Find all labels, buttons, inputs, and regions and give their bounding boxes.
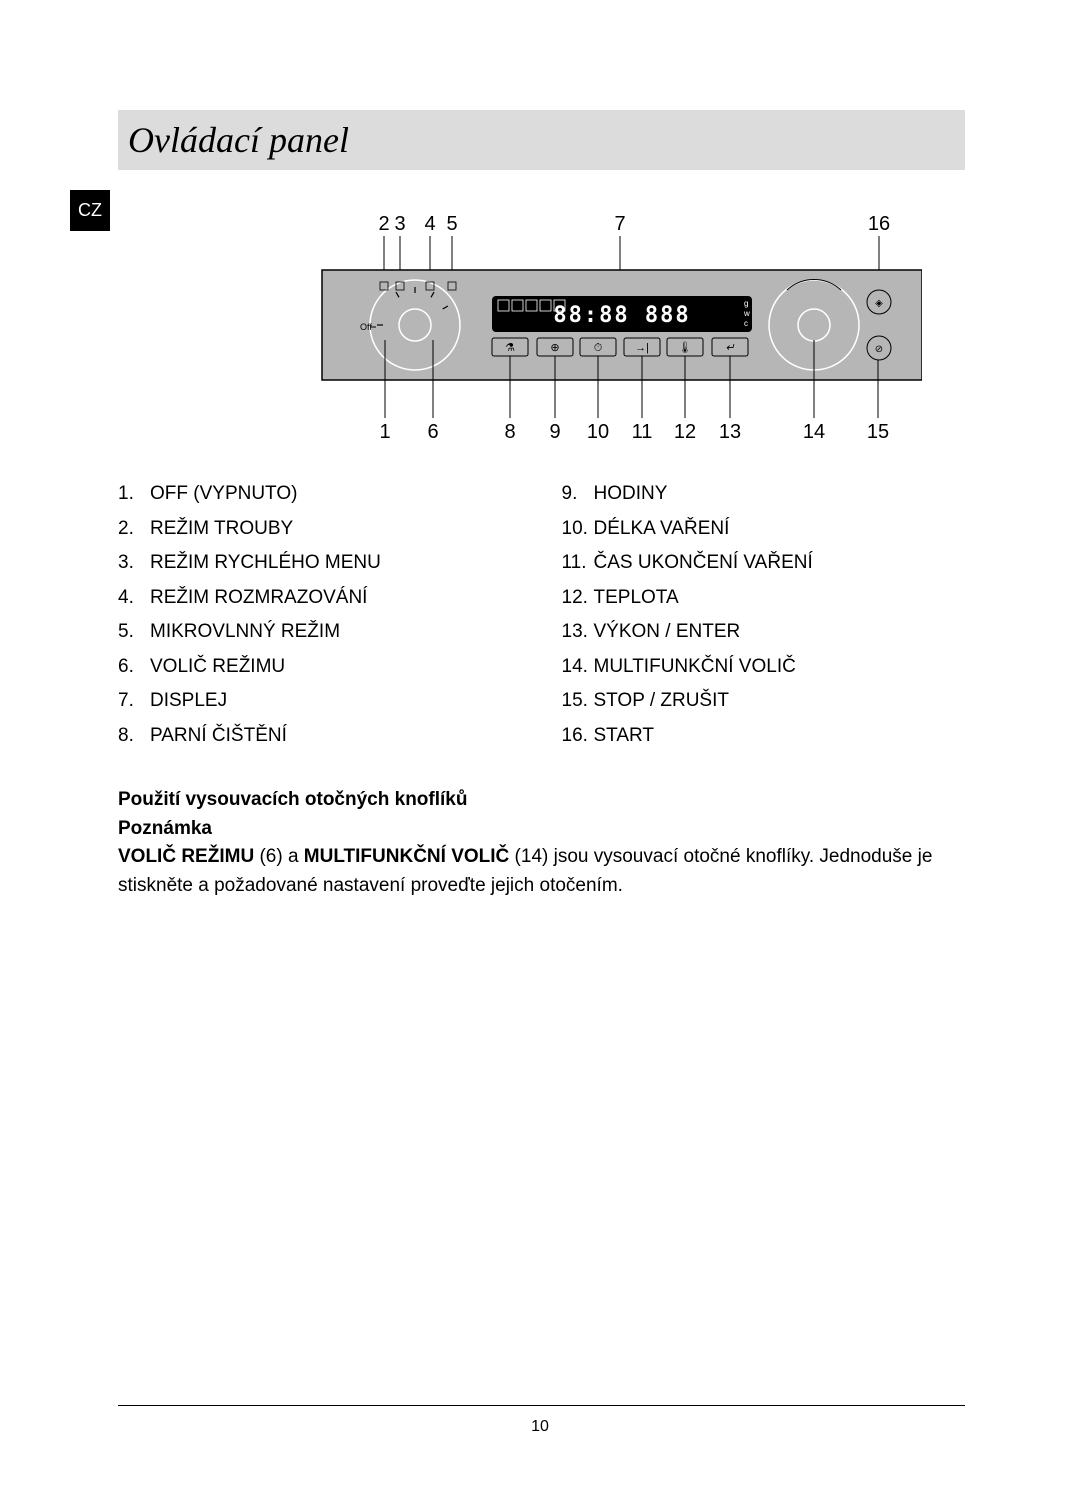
legend-item: 12.TEPLOTA (562, 584, 966, 613)
legend: 1.OFF (VYPNUTO)2.REŽIM TROUBY3.REŽIM RYC… (118, 480, 965, 756)
legend-item: 11.ČAS UKONČENÍ VAŘENÍ (562, 549, 966, 578)
legend-number: 15. (562, 687, 594, 716)
legend-item: 9.HODINY (562, 480, 966, 509)
note-heading-1: Použití vysouvacích otočných knoflíků (118, 786, 965, 815)
page-title: Ovládací panel (128, 119, 349, 161)
svg-text:16: 16 (867, 213, 889, 235)
svg-text:🌡: 🌡 (678, 341, 692, 354)
legend-number: 12. (562, 584, 594, 613)
svg-text:⚗: ⚗ (505, 342, 515, 354)
legend-number: 11. (562, 549, 594, 578)
legend-item: 16.START (562, 722, 966, 751)
legend-number: 10. (562, 515, 594, 544)
footer-rule (118, 1405, 965, 1406)
svg-text:13: 13 (718, 421, 740, 443)
page-number: 10 (0, 1418, 1080, 1436)
svg-text:c: c (744, 319, 748, 328)
legend-number: 8. (118, 722, 150, 751)
svg-text:⏱: ⏱ (593, 342, 602, 354)
legend-number: 9. (562, 480, 594, 509)
legend-item: 3.REŽIM RYCHLÉHO MENU (118, 549, 522, 578)
legend-label: REŽIM RYCHLÉHO MENU (150, 549, 381, 578)
legend-label: DISPLEJ (150, 687, 227, 716)
legend-label: MIKROVLNNÝ REŽIM (150, 618, 340, 647)
legend-label: PARNÍ ČIŠTĚNÍ (150, 722, 287, 751)
legend-number: 1. (118, 480, 150, 509)
legend-number: 5. (118, 618, 150, 647)
legend-number: 6. (118, 653, 150, 682)
svg-text:↵: ↵ (725, 342, 734, 354)
legend-item: 2.REŽIM TROUBY (118, 515, 522, 544)
legend-label: START (594, 722, 655, 751)
svg-text:9: 9 (549, 421, 560, 443)
legend-label: MULTIFUNKČNÍ VOLIČ (594, 653, 796, 682)
note-bold-1: VOLIČ REŽIMU (118, 846, 254, 867)
legend-label: REŽIM TROUBY (150, 515, 293, 544)
legend-item: 15.STOP / ZRUŠIT (562, 687, 966, 716)
legend-label: VÝKON / ENTER (594, 618, 741, 647)
note-heading-2: Poznámka (118, 815, 965, 844)
legend-item: 14.MULTIFUNKČNÍ VOLIČ (562, 653, 966, 682)
legend-number: 7. (118, 687, 150, 716)
svg-text:⊘: ⊘ (874, 344, 882, 355)
legend-number: 16. (562, 722, 594, 751)
legend-item: 5.MIKROVLNNÝ REŽIM (118, 618, 522, 647)
svg-text:⊕: ⊕ (550, 342, 559, 354)
svg-text:11: 11 (631, 421, 652, 443)
legend-label: HODINY (594, 480, 668, 509)
legend-number: 2. (118, 515, 150, 544)
usage-note: Použití vysouvacích otočných knoflíků Po… (118, 786, 965, 900)
language-badge: CZ (70, 190, 110, 231)
note-text: VOLIČ REŽIMU (6) a MULTIFUNKČNÍ VOLIČ (1… (118, 843, 965, 900)
svg-text:2: 2 (378, 213, 389, 235)
svg-text:14: 14 (802, 421, 824, 443)
legend-label: OFF (VYPNUTO) (150, 480, 297, 509)
svg-text:1: 1 (379, 421, 390, 443)
svg-text:4: 4 (424, 213, 435, 235)
svg-text:w: w (743, 309, 750, 318)
svg-text:88:88 888: 88:88 888 (553, 303, 690, 328)
legend-item: 13.VÝKON / ENTER (562, 618, 966, 647)
legend-item: 10.DÉLKA VAŘENÍ (562, 515, 966, 544)
svg-text:5: 5 (446, 213, 457, 235)
note-bold-2: MULTIFUNKČNÍ VOLIČ (304, 846, 509, 867)
legend-item: 7.DISPLEJ (118, 687, 522, 716)
svg-text:→|: →| (635, 342, 649, 354)
legend-number: 14. (562, 653, 594, 682)
svg-text:◈: ◈ (875, 298, 883, 309)
svg-text:6: 6 (427, 421, 438, 443)
legend-label: ČAS UKONČENÍ VAŘENÍ (594, 549, 813, 578)
svg-text:10: 10 (586, 421, 608, 443)
svg-text:g: g (744, 299, 748, 308)
legend-item: 8.PARNÍ ČIŠTĚNÍ (118, 722, 522, 751)
title-bar: Ovládací panel (118, 110, 965, 170)
legend-label: VOLIČ REŽIMU (150, 653, 285, 682)
svg-text:12: 12 (673, 421, 695, 443)
legend-label: REŽIM ROZMRAZOVÁNÍ (150, 584, 367, 613)
legend-number: 3. (118, 549, 150, 578)
legend-number: 4. (118, 584, 150, 613)
svg-text:8: 8 (504, 421, 515, 443)
legend-item: 6.VOLIČ REŽIMU (118, 653, 522, 682)
control-panel-diagram: Off88:88 888gwc⚗⊕⏱→|🌡↵◈⊘2345716168910111… (118, 210, 965, 450)
svg-text:7: 7 (614, 213, 625, 235)
legend-label: STOP / ZRUŠIT (594, 687, 730, 716)
legend-number: 13. (562, 618, 594, 647)
svg-text:15: 15 (866, 421, 888, 443)
legend-item: 1.OFF (VYPNUTO) (118, 480, 522, 509)
legend-item: 4.REŽIM ROZMRAZOVÁNÍ (118, 584, 522, 613)
svg-text:3: 3 (394, 213, 405, 235)
legend-label: DÉLKA VAŘENÍ (594, 515, 730, 544)
legend-label: TEPLOTA (594, 584, 679, 613)
